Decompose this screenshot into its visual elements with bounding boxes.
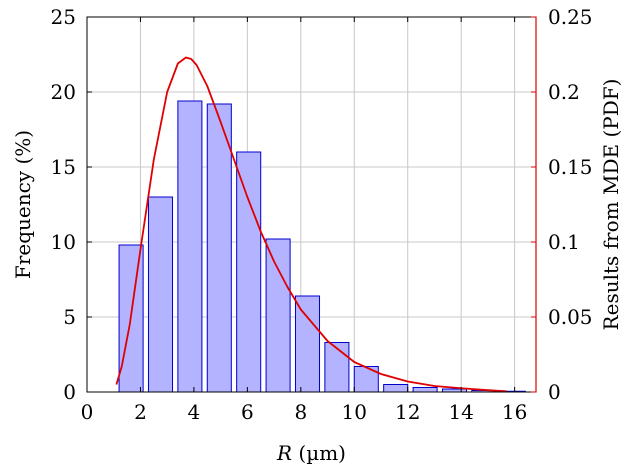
- x-tick-label: 16: [502, 400, 527, 424]
- tick-labels: 0 2 4 6 8 10 12 14 16 0 5 10 15 20 25 0 0.05 0.1 0.15 0.2 0.…: [51, 5, 593, 424]
- y-left-tick-label: 5: [63, 305, 76, 329]
- x-tick-label: 2: [134, 400, 147, 424]
- y-left-tick-label: 15: [51, 155, 76, 179]
- bars: [118, 100, 526, 393]
- histogram-bar: [294, 295, 321, 393]
- x-tick-label: 6: [241, 400, 254, 424]
- ticks: [86, 16, 536, 393]
- y-left-tick-label: 20: [51, 80, 76, 104]
- y-right-tick-label: 0.25: [548, 5, 593, 29]
- x-axis-title-symbol: R: [276, 441, 292, 465]
- x-tick-label: 12: [395, 400, 420, 424]
- y-right-tick-label: 0.05: [548, 305, 593, 329]
- y-axis-left-title: Frequency (%): [11, 130, 35, 279]
- x-tick-label: 4: [188, 400, 201, 424]
- histogram-bar: [206, 103, 232, 393]
- histogram-bar: [324, 342, 350, 393]
- histogram-bar: [236, 151, 262, 393]
- histogram-bar: [147, 196, 174, 393]
- y-right-tick-label: 0.2: [548, 80, 580, 104]
- histogram-bar: [412, 387, 438, 393]
- x-tick-label: 0: [81, 400, 94, 424]
- histogram-bar: [177, 100, 203, 393]
- y-left-tick-label: 10: [51, 230, 76, 254]
- x-axis-title: R (µm): [276, 441, 346, 465]
- x-tick-label: 10: [342, 400, 367, 424]
- y-right-tick-label: 0: [548, 380, 561, 404]
- histogram-bar: [383, 384, 409, 393]
- pdf-curve-layer: [115, 56, 507, 393]
- y-left-tick-label: 0: [63, 380, 76, 404]
- y-axis-right-title: Results from MDE (PDF): [599, 79, 623, 331]
- y-right-tick-label: 0.1: [548, 230, 580, 254]
- y-left-tick-label: 25: [51, 5, 76, 29]
- pdf-curve: [115, 56, 507, 393]
- y-right-tick-label: 0.15: [548, 155, 593, 179]
- x-axis-title-unit: (µm): [292, 441, 346, 465]
- histogram-bar: [265, 238, 291, 393]
- x-tick-label: 14: [448, 400, 473, 424]
- x-tick-label: 8: [294, 400, 307, 424]
